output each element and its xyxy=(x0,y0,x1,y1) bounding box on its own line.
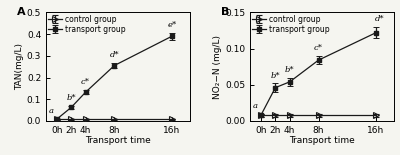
Text: d*: d* xyxy=(110,51,119,59)
Legend: control group, transport group: control group, transport group xyxy=(48,14,126,35)
X-axis label: Transport time: Transport time xyxy=(85,136,151,145)
Y-axis label: NO₂−N (mg/L): NO₂−N (mg/L) xyxy=(214,35,222,99)
Text: A: A xyxy=(17,7,26,17)
Text: a: a xyxy=(253,102,258,110)
Text: B: B xyxy=(222,7,230,17)
Text: b*: b* xyxy=(66,94,76,102)
Text: c*: c* xyxy=(314,44,323,52)
Legend: control group, transport group: control group, transport group xyxy=(252,14,331,35)
Text: e*: e* xyxy=(167,21,176,29)
Y-axis label: TAN(mg/L): TAN(mg/L) xyxy=(15,43,24,90)
Text: b*: b* xyxy=(285,66,294,74)
Text: c*: c* xyxy=(81,78,90,86)
X-axis label: Transport time: Transport time xyxy=(289,136,355,145)
Text: a: a xyxy=(48,107,54,115)
Text: b*: b* xyxy=(270,72,280,80)
Text: d*: d* xyxy=(375,15,384,23)
